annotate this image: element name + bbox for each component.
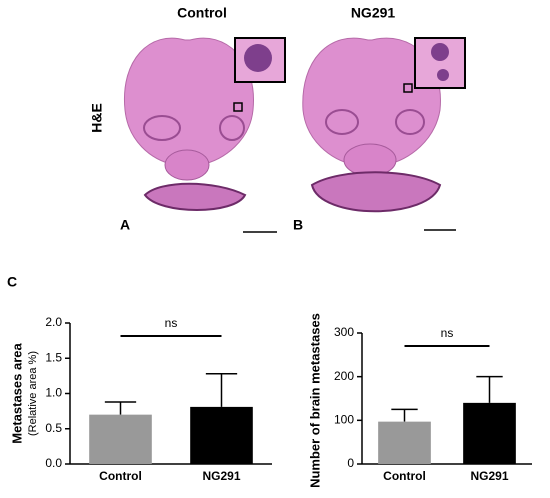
- y-tick-label: 100: [334, 413, 354, 427]
- y-axis-label: Metastases area: [9, 343, 24, 444]
- y-tick-label: 1.5: [45, 350, 62, 364]
- bar: [378, 421, 431, 464]
- y-tick-label: 2.0: [45, 315, 62, 329]
- col-label: Control: [177, 5, 227, 21]
- row-label: H&E: [89, 103, 105, 133]
- annotation: ns: [441, 326, 454, 340]
- x-tick-label: NG291: [470, 469, 508, 483]
- y-tick-label: 0: [347, 456, 354, 470]
- x-tick-label: NG291: [202, 469, 240, 483]
- bar: [463, 402, 516, 464]
- panel-label: B: [293, 217, 303, 233]
- y-tick-label: 1.0: [45, 386, 62, 400]
- y-axis-sublabel: (Relative area %): [27, 351, 39, 436]
- y-tick-label: 300: [334, 325, 354, 339]
- bar: [190, 406, 253, 464]
- x-tick-label: Control: [99, 469, 142, 483]
- y-tick-label: 0.5: [45, 421, 62, 435]
- y-tick-label: 0.0: [45, 456, 62, 470]
- col-label: NG291: [351, 5, 396, 21]
- y-tick-label: 200: [334, 369, 354, 383]
- annotation: ns: [165, 316, 178, 330]
- bar: [89, 414, 152, 464]
- panel-label: A: [120, 217, 130, 233]
- brain-section-b: [302, 37, 466, 231]
- x-tick-label: Control: [383, 469, 426, 483]
- brain-section-a: [123, 37, 286, 233]
- y-axis-label: Number of brain metastases: [307, 313, 322, 488]
- panel-label: C: [7, 274, 17, 290]
